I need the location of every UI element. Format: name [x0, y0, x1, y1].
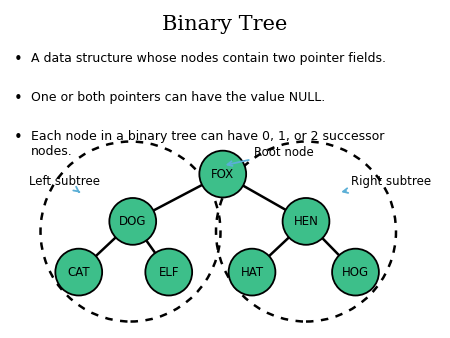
Text: FOX: FOX — [211, 168, 234, 180]
Text: Right subtree: Right subtree — [343, 175, 431, 193]
Text: •: • — [14, 130, 22, 145]
Text: CAT: CAT — [68, 266, 90, 279]
Text: HOG: HOG — [342, 266, 369, 279]
Text: Left subtree: Left subtree — [29, 175, 100, 192]
Text: •: • — [14, 91, 22, 106]
Text: Each node in a binary tree can have 0, 1, or 2 successor
nodes.: Each node in a binary tree can have 0, 1… — [31, 130, 384, 158]
Ellipse shape — [283, 198, 329, 245]
Ellipse shape — [55, 249, 102, 295]
Ellipse shape — [109, 198, 156, 245]
Ellipse shape — [229, 249, 275, 295]
Text: One or both pointers can have the value NULL.: One or both pointers can have the value … — [31, 91, 325, 104]
Text: Binary Tree: Binary Tree — [162, 15, 288, 34]
Text: DOG: DOG — [119, 215, 147, 228]
Ellipse shape — [145, 249, 192, 295]
Text: HAT: HAT — [240, 266, 264, 279]
Text: A data structure whose nodes contain two pointer fields.: A data structure whose nodes contain two… — [31, 52, 386, 65]
Text: Root node: Root node — [227, 146, 314, 166]
Text: ELF: ELF — [158, 266, 179, 279]
Text: HEN: HEN — [293, 215, 319, 228]
Ellipse shape — [199, 151, 246, 197]
Ellipse shape — [332, 249, 379, 295]
Text: •: • — [14, 52, 22, 67]
